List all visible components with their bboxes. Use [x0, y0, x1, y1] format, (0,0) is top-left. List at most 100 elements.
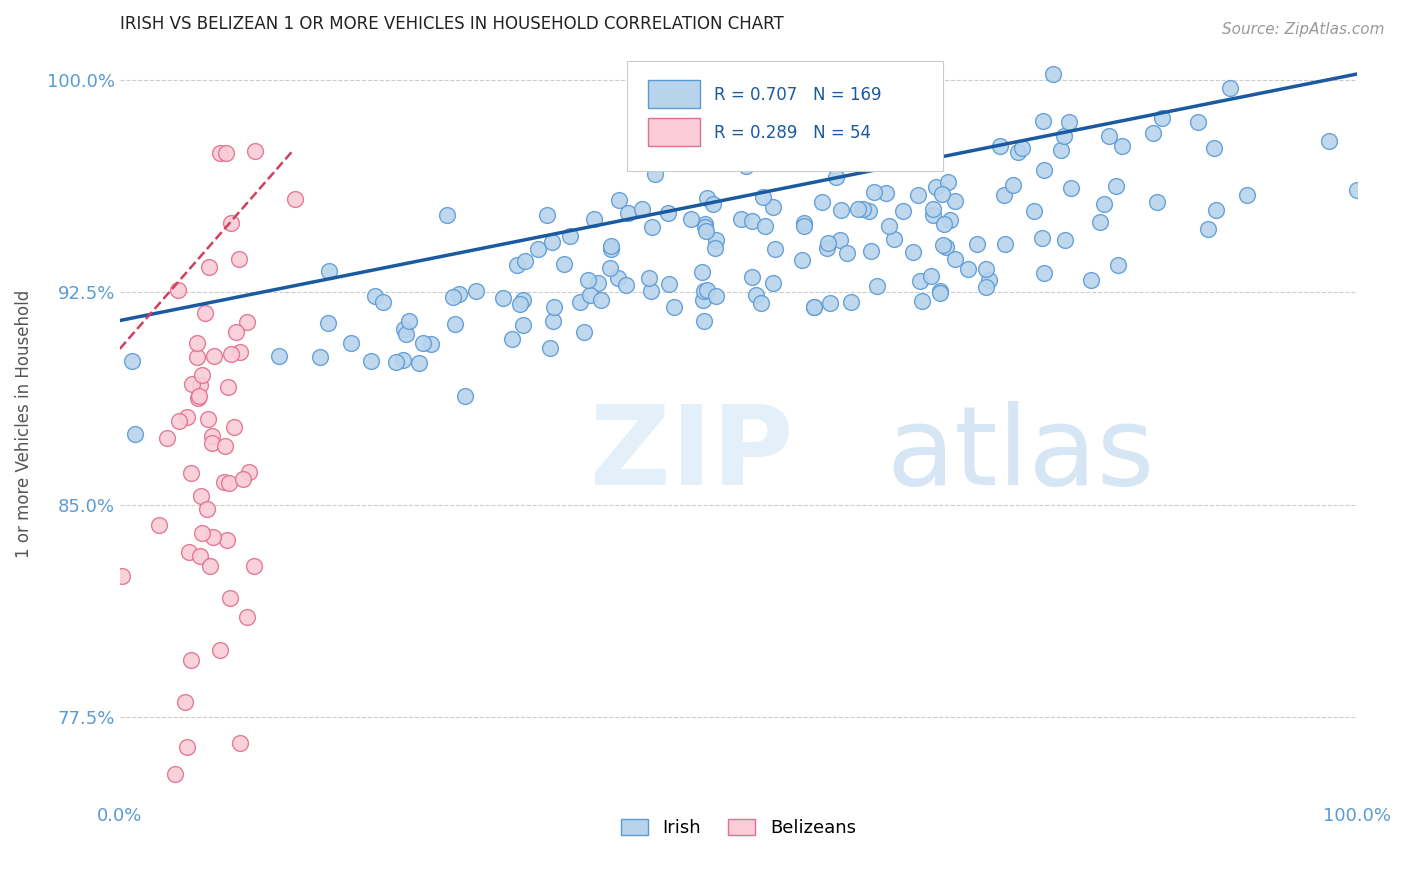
Text: atlas: atlas [887, 401, 1156, 508]
Point [540, 235, 562, 250]
Point [883, 232, 905, 246]
Point [309, 351, 332, 365]
Point [512, 318, 534, 332]
Point [243, 144, 266, 158]
Point [877, 219, 900, 233]
Point [599, 243, 621, 257]
Point [148, 518, 170, 533]
Point [492, 292, 515, 306]
Point [803, 300, 825, 314]
Point [1197, 221, 1219, 235]
Point [640, 284, 662, 298]
Point [875, 186, 897, 200]
Point [1317, 134, 1340, 148]
Point [543, 300, 565, 314]
Point [1057, 115, 1080, 129]
Point [893, 204, 915, 219]
Point [181, 376, 204, 391]
Point [637, 271, 659, 285]
Point [693, 284, 716, 298]
Point [395, 326, 418, 341]
Point [693, 314, 716, 328]
Point [703, 241, 725, 255]
Point [1346, 183, 1368, 197]
Point [658, 277, 681, 292]
Point [931, 187, 953, 202]
Point [976, 280, 998, 294]
Point [692, 293, 714, 308]
Point [957, 262, 980, 277]
Point [1002, 178, 1025, 192]
Point [501, 332, 523, 346]
Point [1098, 128, 1121, 143]
Point [921, 208, 943, 222]
Point [1031, 231, 1053, 245]
Point [197, 502, 219, 516]
Point [318, 263, 340, 277]
Point [1142, 126, 1164, 140]
Point [187, 391, 209, 405]
Point [702, 197, 724, 211]
Point [907, 187, 929, 202]
Point [600, 238, 623, 252]
Point [197, 260, 219, 274]
Point [858, 204, 880, 219]
Point [527, 242, 550, 256]
Point [509, 296, 531, 310]
Point [852, 202, 875, 217]
Point [994, 236, 1017, 251]
Point [607, 271, 630, 285]
Point [921, 202, 943, 216]
Point [695, 224, 717, 238]
Text: IRISH VS BELIZEAN 1 OR MORE VEHICLES IN HOUSEHOLD CORRELATION CHART: IRISH VS BELIZEAN 1 OR MORE VEHICLES IN … [120, 15, 783, 33]
Point [704, 233, 727, 247]
Point [506, 258, 529, 272]
Point [536, 208, 558, 222]
Point [901, 244, 924, 259]
Point [412, 335, 434, 350]
Point [693, 220, 716, 235]
Point [186, 336, 208, 351]
Point [364, 288, 387, 302]
Point [454, 389, 477, 403]
Point [124, 426, 146, 441]
Point [179, 545, 201, 559]
Point [1059, 180, 1081, 194]
Point [924, 179, 946, 194]
Point [394, 322, 416, 336]
Text: Source: ZipAtlas.com: Source: ZipAtlas.com [1222, 22, 1385, 37]
Point [215, 533, 238, 548]
Point [156, 431, 179, 445]
Point [607, 193, 630, 207]
Point [696, 284, 718, 298]
Point [576, 273, 599, 287]
Point [568, 295, 591, 310]
Point [447, 286, 470, 301]
Legend: Irish, Belizeans: Irish, Belizeans [612, 810, 865, 847]
Point [436, 208, 458, 222]
Point [201, 435, 224, 450]
Point [793, 219, 815, 234]
Point [121, 354, 143, 368]
Point [693, 217, 716, 231]
Point [704, 288, 727, 302]
Point [943, 252, 966, 266]
Point [657, 205, 679, 219]
Point [236, 609, 259, 624]
Point [754, 219, 776, 233]
Point [929, 284, 952, 298]
Point [371, 295, 394, 310]
Point [269, 349, 291, 363]
Point [1053, 128, 1076, 143]
Point [943, 194, 966, 208]
Point [339, 335, 361, 350]
Point [219, 347, 242, 361]
Point [176, 739, 198, 754]
Point [825, 169, 848, 184]
Point [1049, 143, 1071, 157]
Y-axis label: 1 or more Vehicles in Household: 1 or more Vehicles in Household [15, 290, 32, 558]
Point [191, 525, 214, 540]
Point [111, 569, 134, 583]
Point [920, 268, 942, 283]
Point [762, 276, 785, 290]
